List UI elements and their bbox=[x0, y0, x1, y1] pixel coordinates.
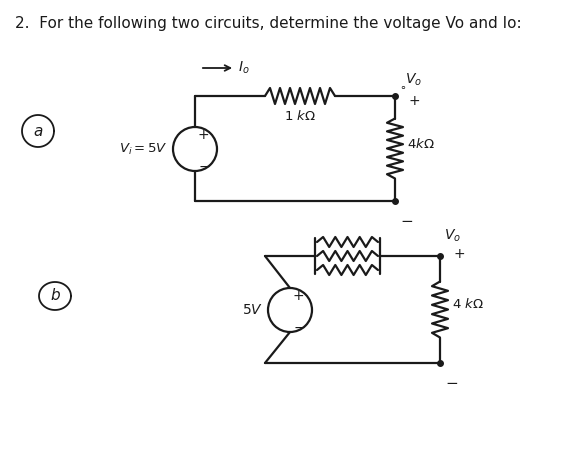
Text: +: + bbox=[454, 247, 466, 261]
Text: $5V$: $5V$ bbox=[242, 303, 263, 317]
Text: $4\ k\Omega$: $4\ k\Omega$ bbox=[452, 298, 484, 312]
Text: +: + bbox=[293, 289, 305, 303]
Text: $-$: $-$ bbox=[293, 320, 305, 334]
Text: +: + bbox=[198, 128, 210, 142]
Text: $V_o$: $V_o$ bbox=[405, 72, 422, 88]
Text: 2.  For the following two circuits, determine the voltage Vo and Io:: 2. For the following two circuits, deter… bbox=[15, 16, 522, 31]
Text: $1\ k\Omega$: $1\ k\Omega$ bbox=[284, 109, 316, 123]
Text: $\circ$: $\circ$ bbox=[399, 81, 406, 91]
Text: $I_o$: $I_o$ bbox=[238, 60, 250, 76]
Text: $4k\Omega$: $4k\Omega$ bbox=[407, 137, 435, 151]
Text: $-$: $-$ bbox=[400, 212, 413, 226]
Text: a: a bbox=[33, 124, 43, 138]
Text: $-$: $-$ bbox=[198, 159, 210, 173]
Text: $V_i=5V$: $V_i=5V$ bbox=[119, 142, 168, 156]
Text: $V_o$: $V_o$ bbox=[444, 228, 461, 244]
Text: +: + bbox=[409, 94, 421, 108]
Text: $-$: $-$ bbox=[445, 373, 458, 388]
Text: b: b bbox=[50, 289, 60, 304]
